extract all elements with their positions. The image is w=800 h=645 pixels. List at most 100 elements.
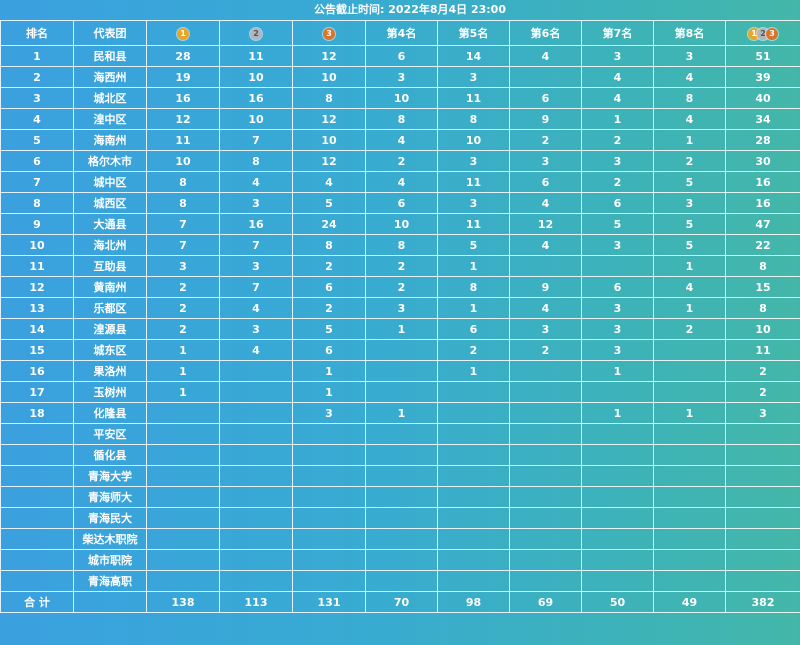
place-7-cell: 2	[581, 129, 654, 151]
place-5-cell	[437, 444, 510, 466]
medal-total-cell: 15	[725, 276, 800, 298]
place-8-cell: 5	[653, 213, 726, 235]
table-row: 6 格尔木市 10 8 12 2 3 3 3 2 30	[0, 150, 800, 172]
table-row: 4 湟中区 12 10 12 8 8 9 1 4 34	[0, 108, 800, 130]
gold-cell: 2	[146, 318, 220, 340]
bronze-cell: 2	[292, 255, 366, 277]
place-7-cell: 3	[581, 150, 654, 172]
table-row: 青海师大	[0, 486, 800, 508]
silver-cell: 7	[219, 129, 293, 151]
place-5-cell	[437, 528, 510, 550]
place-7-cell: 2	[581, 171, 654, 193]
place-4-cell: 3	[365, 297, 438, 319]
gold-cell	[146, 465, 220, 487]
medal-total-cell: 28	[725, 129, 800, 151]
rank-cell: 6	[0, 150, 74, 172]
place-4-cell	[365, 381, 438, 403]
team-cell: 青海师大	[73, 486, 147, 508]
table-row: 城市职院	[0, 549, 800, 571]
place-4-cell: 1	[365, 402, 438, 424]
place-5-cell	[437, 507, 510, 529]
place-5-cell: 3	[437, 150, 510, 172]
team-cell: 海南州	[73, 129, 147, 151]
rank-cell: 8	[0, 192, 74, 214]
team-cell: 湟源县	[73, 318, 147, 340]
table-row: 3 城北区 16 16 8 10 11 6 4 8 40	[0, 87, 800, 109]
place-4-cell: 1	[365, 318, 438, 340]
table-row: 17 玉树州 1 1 2	[0, 381, 800, 403]
bronze-cell: 5	[292, 318, 366, 340]
place-8-cell	[653, 360, 726, 382]
team-cell: 柴达木职院	[73, 528, 147, 550]
team-cell: 格尔木市	[73, 150, 147, 172]
place-8-cell: 3	[653, 45, 726, 67]
place-4-cell	[365, 486, 438, 508]
bronze-cell: 5	[292, 192, 366, 214]
place-7-cell: 3	[581, 45, 654, 67]
rank-cell: 9	[0, 213, 74, 235]
table-row: 12 黄南州 2 7 6 2 8 9 6 4 15	[0, 276, 800, 298]
table-row: 13 乐都区 2 4 2 3 1 4 3 1 8	[0, 297, 800, 319]
rank-cell	[0, 507, 74, 529]
silver-cell: 3	[219, 318, 293, 340]
gold-cell	[146, 423, 220, 445]
gold-cell: 1	[146, 360, 220, 382]
medal-total-cell: 16	[725, 192, 800, 214]
bronze-cell	[292, 444, 366, 466]
silver-cell	[219, 570, 293, 592]
gold-cell	[146, 402, 220, 424]
team-cell: 果洛州	[73, 360, 147, 382]
table-row: 10 海北州 7 7 8 8 5 4 3 5 22	[0, 234, 800, 256]
place-5-cell: 2	[437, 339, 510, 361]
place-6-cell	[509, 360, 582, 382]
place-4-cell: 2	[365, 150, 438, 172]
gold-cell: 7	[146, 213, 220, 235]
place-4-cell	[365, 423, 438, 445]
place-6-cell: 12	[509, 213, 582, 235]
silver-medal-icon: 2	[250, 27, 262, 40]
bronze-cell	[292, 570, 366, 592]
silver-cell: 10	[219, 66, 293, 88]
place-8-cell: 4	[653, 66, 726, 88]
medal-total-cell: 2	[725, 381, 800, 403]
place-7-cell: 6	[581, 192, 654, 214]
table-row: 16 果洛州 1 1 1 1 2	[0, 360, 800, 382]
place-6-cell	[509, 549, 582, 571]
total-place-5: 98	[437, 591, 510, 613]
place-5-cell	[437, 570, 510, 592]
bronze-cell: 1	[292, 360, 366, 382]
gold-cell	[146, 444, 220, 466]
bronze-cell	[292, 423, 366, 445]
medal-total-cell	[725, 507, 800, 529]
place-8-cell: 8	[653, 87, 726, 109]
team-cell: 城东区	[73, 339, 147, 361]
place-8-cell	[653, 465, 726, 487]
bronze-cell: 10	[292, 129, 366, 151]
table-row: 5 海南州 11 7 10 4 10 2 2 1 28	[0, 129, 800, 151]
table-row: 青海高职	[0, 570, 800, 592]
header-rank: 排名	[0, 20, 74, 46]
medal-total-cell	[725, 486, 800, 508]
place-7-cell	[581, 549, 654, 571]
place-7-cell	[581, 528, 654, 550]
rank-cell	[0, 465, 74, 487]
gold-cell	[146, 549, 220, 571]
place-7-cell	[581, 570, 654, 592]
header-place-5: 第5名	[437, 20, 510, 46]
place-5-cell: 8	[437, 276, 510, 298]
place-4-cell	[365, 444, 438, 466]
rank-cell: 12	[0, 276, 74, 298]
table-row: 青海大学	[0, 465, 800, 487]
medal-total-cell	[725, 444, 800, 466]
table-row: 柴达木职院	[0, 528, 800, 550]
place-4-cell: 3	[365, 66, 438, 88]
bronze-cell: 2	[292, 297, 366, 319]
rank-cell	[0, 570, 74, 592]
rank-cell: 15	[0, 339, 74, 361]
header-gold: 1	[146, 20, 220, 46]
place-5-cell	[437, 465, 510, 487]
table-row: 18 化隆县 3 1 1 1 3	[0, 402, 800, 424]
table-row: 1 民和县 28 11 12 6 14 4 3 3 51	[0, 45, 800, 67]
